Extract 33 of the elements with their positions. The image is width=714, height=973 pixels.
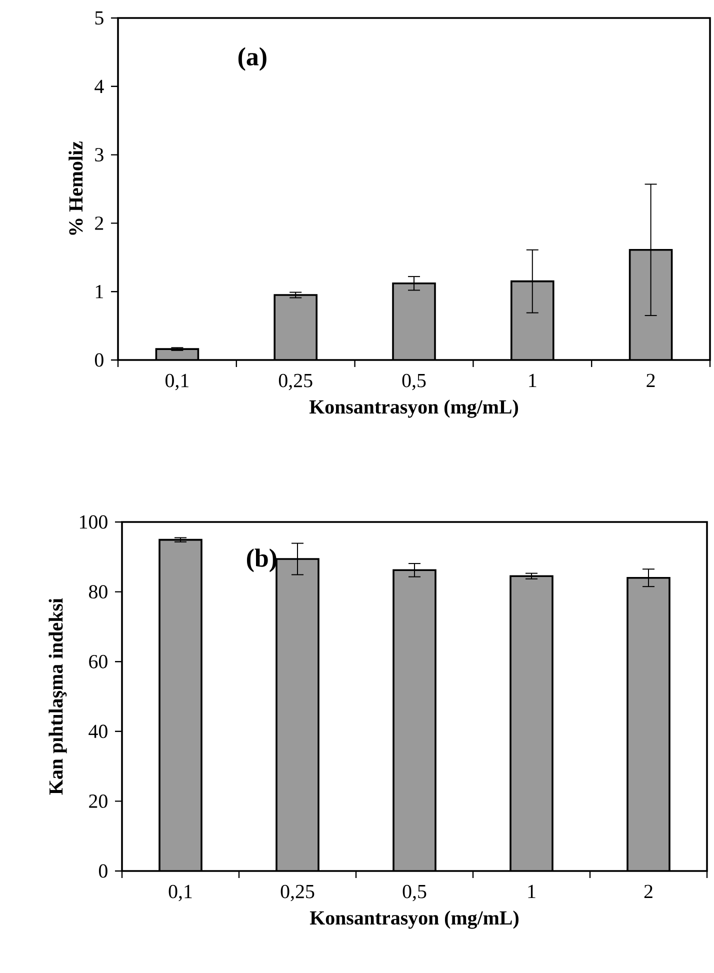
x-tick-label: 0,5 bbox=[402, 374, 426, 390]
y-tick-label: 0 bbox=[94, 353, 104, 367]
y-tick-label: 100 bbox=[80, 515, 108, 529]
y-tick-label: 1 bbox=[96, 285, 103, 298]
x-tick-label: 0,1 bbox=[168, 884, 192, 902]
x-tick-label: 0,25 bbox=[278, 374, 312, 390]
y-tick-label: 0 bbox=[98, 864, 108, 878]
y-tick-label: 5 bbox=[95, 11, 104, 25]
x-tick-label: 1 bbox=[529, 374, 536, 387]
x-axis-title: Konsantrasyon (mg/mL) bbox=[309, 400, 518, 418]
y-tick-label: 3 bbox=[95, 148, 104, 162]
bar bbox=[626, 576, 670, 871]
y-tick-label: 60 bbox=[89, 654, 108, 668]
x-tick-label: 0,5 bbox=[402, 884, 426, 902]
y-tick-label: 80 bbox=[89, 585, 108, 599]
x-tick-label: 1 bbox=[528, 884, 536, 898]
annotation: (a) bbox=[238, 47, 266, 71]
bar bbox=[510, 575, 554, 871]
bar bbox=[158, 538, 202, 871]
x-tick-label: 2 bbox=[646, 374, 655, 388]
x-axis-title: Konsantrasyon (mg/mL) bbox=[310, 910, 518, 929]
x-tick-label: 2 bbox=[644, 884, 652, 898]
bar bbox=[276, 558, 320, 871]
bar bbox=[392, 569, 436, 871]
y-axis-title: Kan pıhtılaşma indeksi bbox=[48, 598, 67, 795]
y-tick-label: 2 bbox=[95, 216, 104, 230]
y-tick-label: 40 bbox=[88, 724, 108, 738]
x-tick-label: 0,25 bbox=[280, 884, 314, 902]
y-tick-label: 4 bbox=[94, 80, 104, 93]
y-axis-title: % Hemoliz bbox=[68, 142, 83, 235]
x-tick-label: 0,1 bbox=[166, 374, 188, 390]
annotation: (b) bbox=[246, 548, 276, 572]
y-tick-label: 20 bbox=[89, 794, 108, 808]
